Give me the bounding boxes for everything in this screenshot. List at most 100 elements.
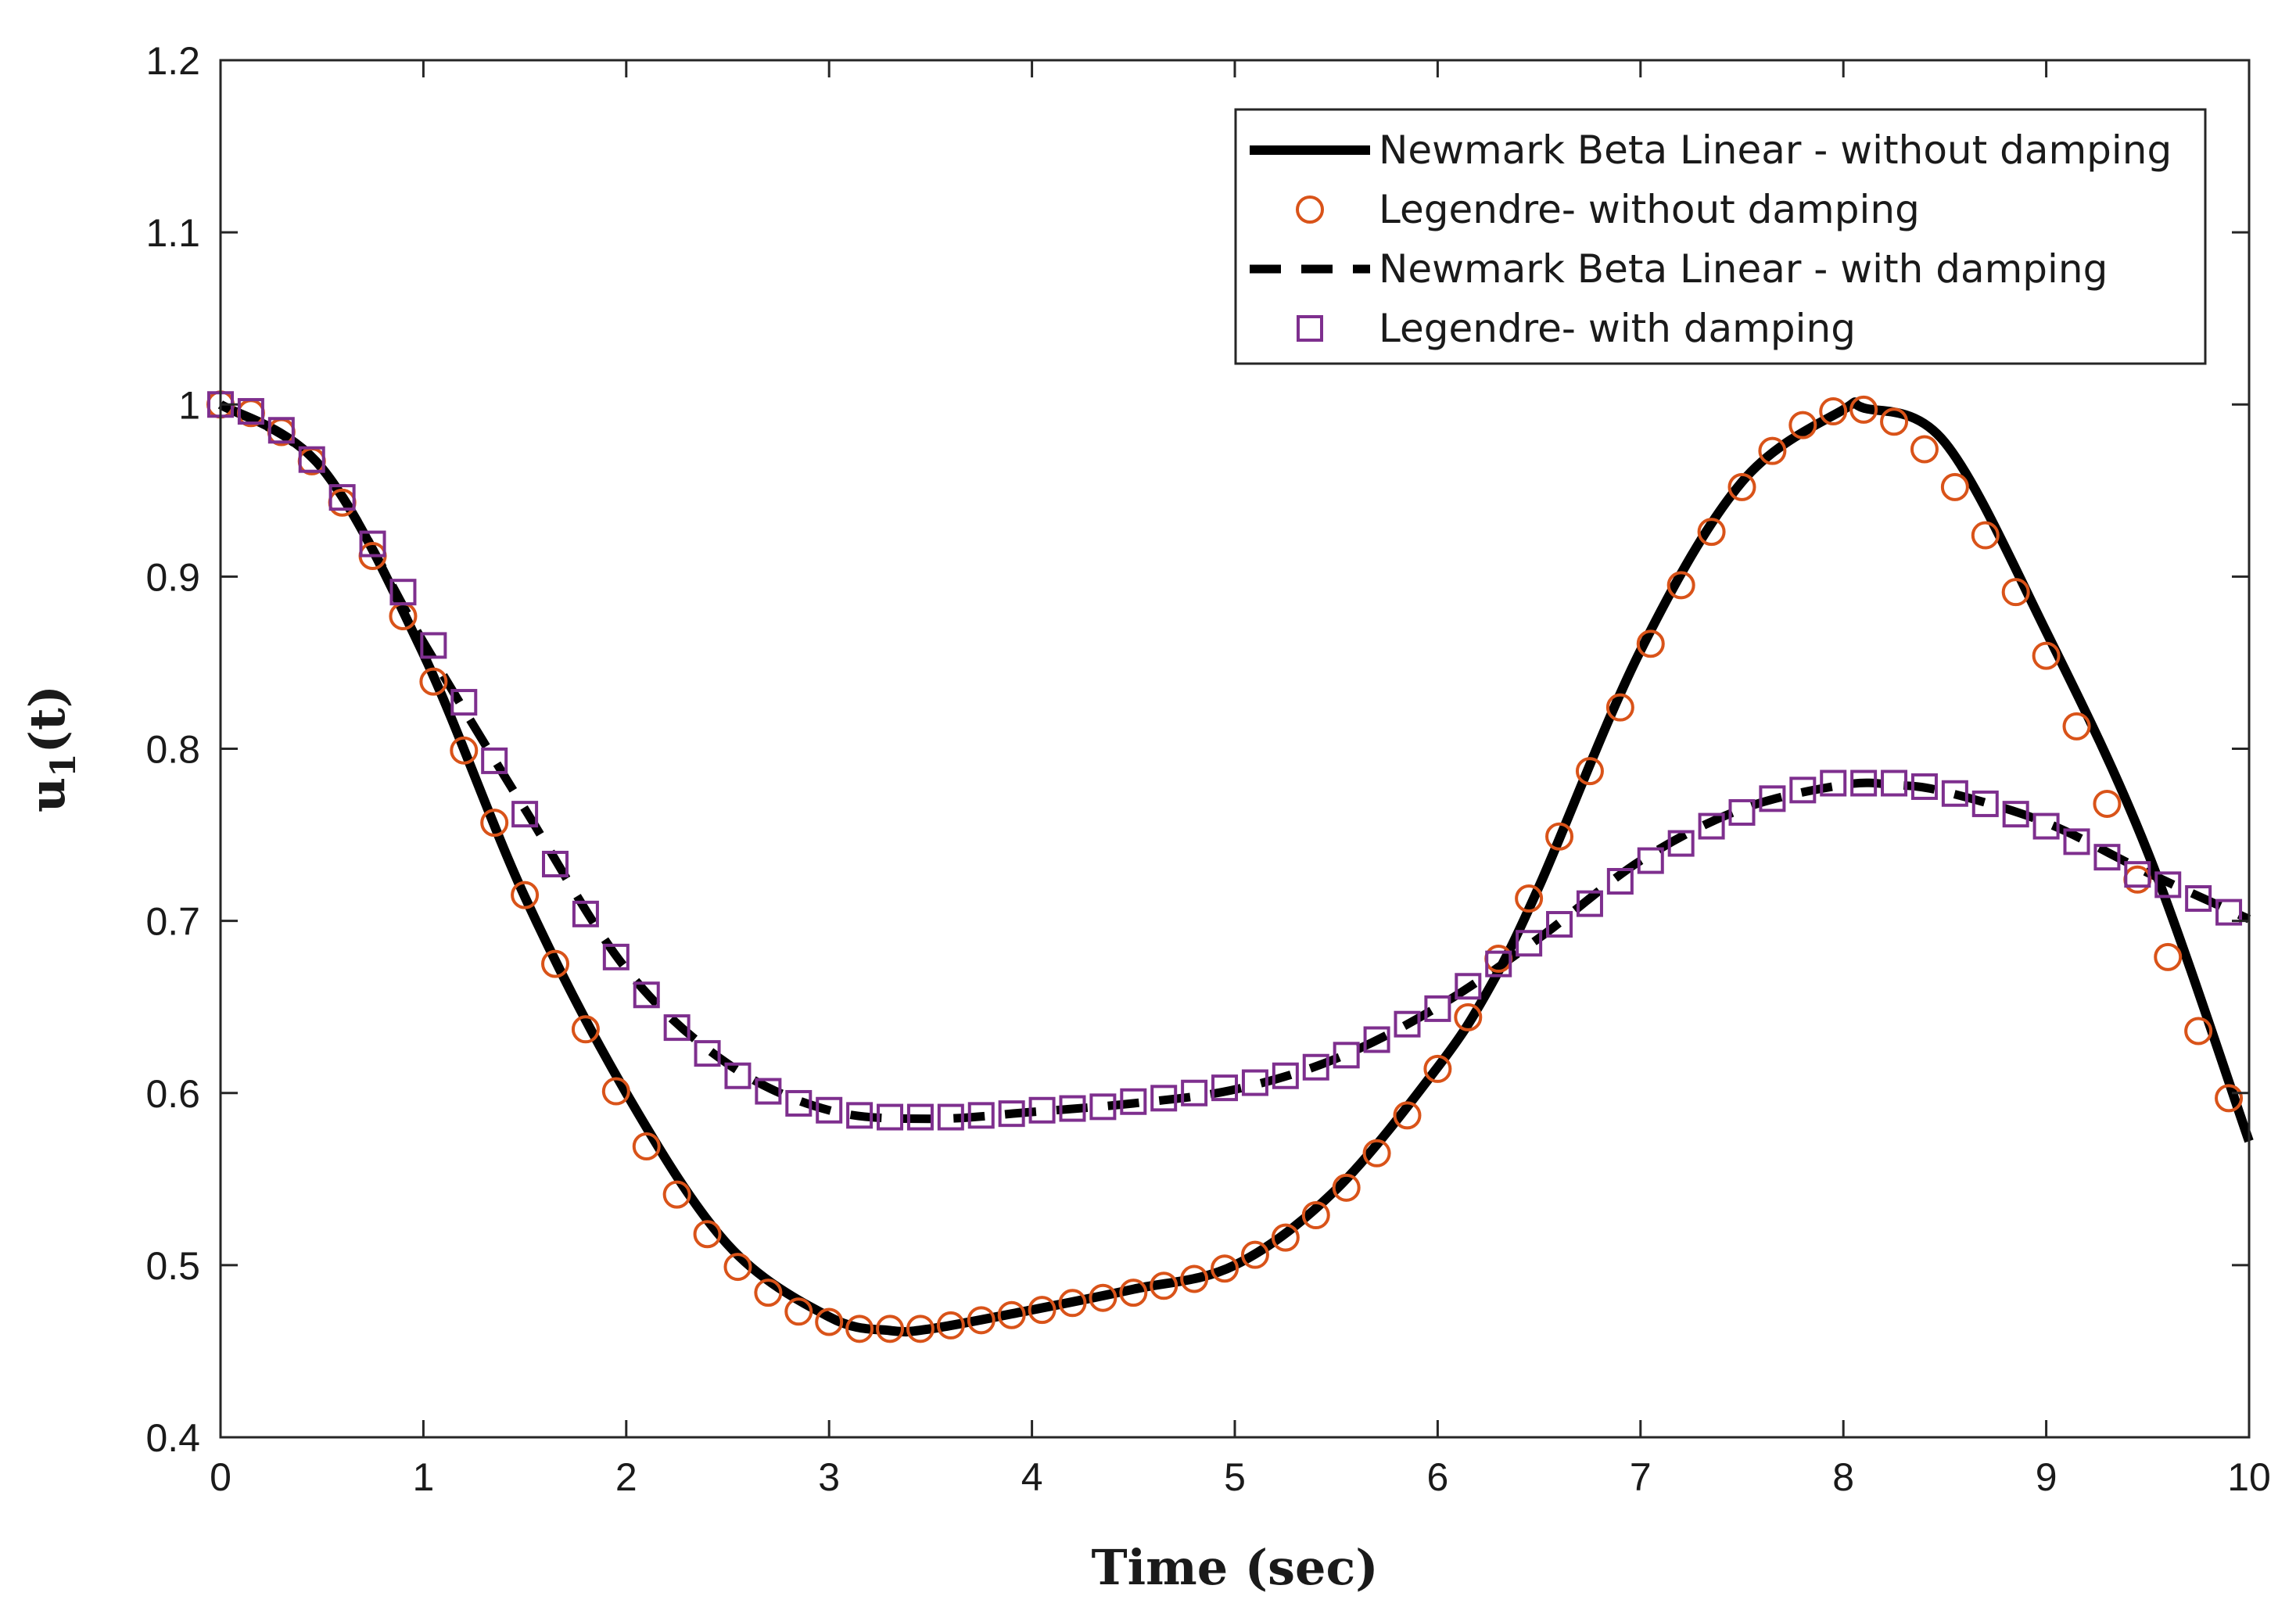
data-point-square: [2002, 801, 2029, 828]
data-point-circle: [1301, 1201, 1330, 1230]
data-point-square: [1910, 773, 1938, 800]
data-point-square: [1424, 995, 1451, 1022]
data-point-circle: [450, 736, 479, 765]
x-tick-label: 2: [615, 1455, 637, 1499]
y-axis-title-suffix: (t): [19, 685, 76, 753]
data-point-circle: [1788, 411, 1817, 439]
data-point-circle: [1575, 757, 1604, 786]
data-point-square: [1667, 830, 1695, 857]
x-tick-label: 9: [2036, 1455, 2057, 1499]
data-point-circle: [601, 1077, 630, 1106]
data-point-circle: [906, 1315, 935, 1343]
data-point-circle: [2154, 942, 2183, 971]
data-point-square: [2185, 885, 2212, 913]
legend-label: Legendre- with damping: [1379, 306, 1856, 351]
data-point-square: [1089, 1093, 1117, 1121]
data-point-square: [967, 1102, 995, 1129]
data-point-square: [694, 1040, 721, 1067]
data-point-square: [906, 1103, 934, 1131]
data-point-square: [481, 747, 508, 774]
axis-labels-layer: 0 1 2 3 4 5 6 7 8 9 10 0.4 0.5 0.6 0.7 0.8 0.9 1 1.1 1.2: [145, 39, 2270, 1499]
data-point-square: [816, 1096, 843, 1124]
data-point-circle: [876, 1315, 905, 1343]
legend-label: Legendre- without damping: [1379, 187, 1920, 232]
data-point-circle: [967, 1306, 996, 1335]
data-point-square: [1394, 1010, 1421, 1038]
data-point-circle: [2184, 1017, 2213, 1046]
x-tick-label: 6: [1426, 1455, 1448, 1499]
x-tick-label: 0: [210, 1455, 231, 1499]
data-point-circle: [1515, 884, 1544, 913]
data-point-square: [298, 446, 325, 473]
data-point-square: [1516, 930, 1543, 957]
plot-series-layer: [206, 390, 2254, 1343]
data-point-square: [1789, 777, 1817, 804]
data-point-square: [1455, 973, 1482, 1000]
y-axis-title-subscript: 1: [44, 753, 84, 777]
data-point-square: [1211, 1074, 1239, 1102]
data-point-square: [1150, 1085, 1178, 1112]
data-point-square: [1759, 785, 1786, 812]
data-point-square: [1820, 769, 1847, 797]
data-point-square: [937, 1103, 964, 1131]
data-point-circle: [1605, 693, 1634, 722]
data-point-square: [724, 1062, 752, 1089]
x-tick-label: 10: [2227, 1455, 2271, 1499]
data-point-circle: [997, 1300, 1026, 1329]
data-point-square: [755, 1078, 782, 1105]
data-point-circle: [1271, 1223, 1300, 1252]
y-tick-label: 0.9: [145, 555, 200, 599]
x-tick-label: 8: [1832, 1455, 1854, 1499]
y-tick-label: 0.6: [145, 1072, 200, 1116]
data-point-square: [2124, 861, 2151, 888]
legend-square-sample: [1297, 315, 1323, 342]
data-point-square: [1637, 847, 1664, 874]
x-tick-label: 1: [412, 1455, 434, 1499]
data-point-circle: [1545, 822, 1574, 851]
data-point-square: [1728, 798, 1756, 826]
y-tick-label: 0.4: [145, 1416, 200, 1460]
legend: Newmark Beta Linear - without damping Leg…: [1234, 108, 2207, 365]
data-point-circle: [419, 667, 448, 696]
x-tick-label: 7: [1630, 1455, 1652, 1499]
data-point-circle: [1180, 1264, 1209, 1293]
x-tick-label: 4: [1021, 1455, 1043, 1499]
data-point-square: [237, 398, 264, 425]
data-point-circle: [1393, 1101, 1422, 1130]
data-point-circle: [2062, 712, 2091, 741]
data-point-circle: [1666, 571, 1695, 600]
data-point-square: [267, 417, 295, 444]
data-point-circle: [541, 949, 570, 978]
data-point-square: [1606, 867, 1634, 895]
data-point-square: [420, 632, 447, 659]
data-point-square: [1120, 1088, 1147, 1115]
x-axis-title: Time (sec): [1091, 1539, 1378, 1596]
data-point-square: [2154, 871, 2182, 898]
data-point-circle: [2032, 641, 2061, 670]
data-point-circle: [1119, 1279, 1148, 1307]
data-point-circle: [1028, 1296, 1057, 1325]
data-point-circle: [480, 809, 509, 837]
data-point-square: [2032, 812, 2060, 840]
series-line-2: [218, 400, 2251, 1124]
data-point-circle: [1727, 472, 1756, 501]
data-point-circle: [2001, 578, 2030, 607]
data-point-circle: [511, 881, 540, 909]
data-point-circle: [2215, 1084, 2244, 1113]
data-point-circle: [754, 1279, 783, 1307]
x-tick-label: 3: [818, 1455, 840, 1499]
y-tick-label: 0.8: [145, 728, 200, 772]
data-point-circle: [1697, 518, 1726, 547]
data-point-square: [1028, 1096, 1056, 1124]
data-point-square: [1850, 769, 1878, 797]
data-point-square: [998, 1100, 1025, 1128]
data-point-circle: [1971, 521, 2000, 550]
data-point-square: [450, 689, 478, 716]
y-tick-label: 0.5: [145, 1244, 200, 1288]
data-point-circle: [1758, 436, 1787, 465]
data-point-circle: [1362, 1139, 1391, 1167]
data-point-square: [1971, 790, 1999, 817]
data-point-square: [846, 1102, 874, 1129]
data-point-square: [328, 484, 356, 511]
data-point-circle: [632, 1132, 661, 1160]
